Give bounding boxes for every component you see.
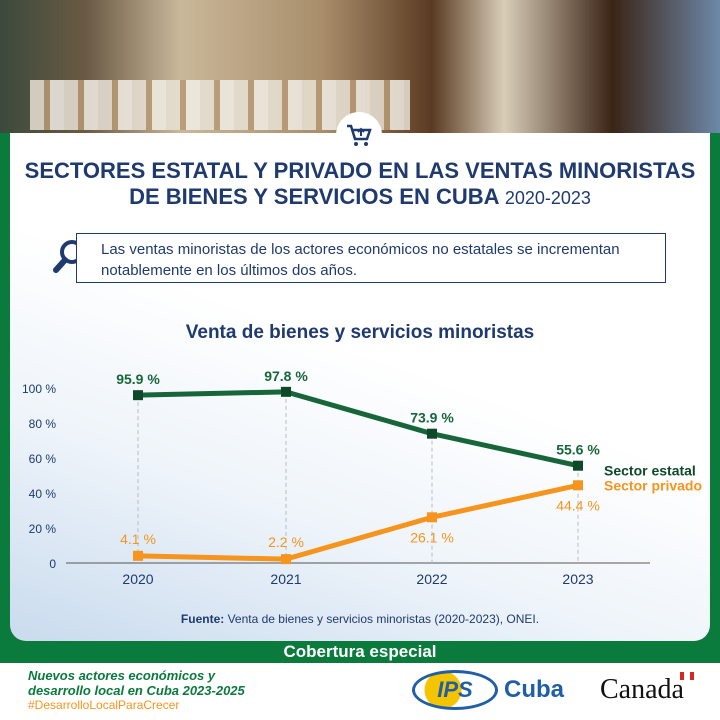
source-text: Venta de bienes y servicios minoristas (…: [227, 612, 540, 626]
data-point: [573, 460, 583, 471]
data-label: 97.8 %: [264, 368, 308, 384]
series-line-1: [137, 482, 579, 562]
note-box: Las ventas minoristas de los actores eco…: [76, 233, 666, 283]
ips-logo: IPS: [412, 670, 498, 710]
x-tick-label: 2021: [270, 571, 301, 587]
y-tick-label: 80 %: [29, 417, 57, 431]
project-line-1: Nuevos actores económicos y: [28, 668, 216, 683]
y-tick-label: 20 %: [29, 522, 57, 536]
data-label: 73.9 %: [410, 410, 454, 426]
y-tick-label: 60 %: [29, 452, 57, 466]
data-point: [427, 512, 437, 523]
data-label: 55.6 %: [556, 442, 600, 458]
data-label: 2.2 %: [268, 534, 304, 550]
project-info: Nuevos actores económicos y desarrollo l…: [28, 668, 245, 713]
y-tick-label: 0: [49, 557, 56, 571]
x-tick-label: 2023: [562, 571, 593, 587]
ips-cuba-text: Cuba: [504, 676, 564, 703]
coverage-banner: Cobertura especial: [0, 641, 720, 663]
data-point: [573, 480, 583, 491]
source-label: Fuente:: [180, 612, 225, 626]
data-point: [133, 550, 143, 561]
line-chart: 0 20 % 40 % 60 % 80 % 100 % 2020 2021 2022 2023 95…: [22, 368, 702, 587]
canada-wordmark: Canada: [600, 674, 684, 705]
data-point: [281, 386, 291, 397]
data-point: [427, 428, 437, 439]
chart-title: Venta de bienes y servicios minoristas: [185, 322, 535, 343]
legend-privado: Sector privado: [604, 477, 702, 493]
legend-estatal: Sector estatal: [604, 463, 696, 479]
data-label: 26.1 %: [410, 529, 454, 545]
x-tick-label: 2022: [416, 571, 447, 587]
data-point: [281, 554, 291, 565]
data-point: [133, 390, 143, 401]
project-line-2: desarrollo local en Cuba 2023-2025: [28, 683, 245, 698]
canada-flag-icon: [680, 672, 694, 680]
data-label: 44.4 %: [556, 497, 600, 513]
source-note: Fuente: Venta de bienes y servicios mino…: [0, 612, 720, 626]
series-line-0: [137, 389, 579, 469]
note-text: Las ventas minoristas de los actores eco…: [101, 241, 620, 279]
y-tick-label: 100 %: [22, 382, 56, 396]
data-label: 95.9 %: [116, 371, 160, 387]
x-tick-label: 2020: [122, 571, 153, 587]
page-title: SECTORES ESTATAL Y PRIVADO EN LAS VENTAS…: [0, 158, 720, 211]
data-label: 4.1 %: [120, 531, 156, 547]
y-tick-label: 40 %: [29, 487, 57, 501]
title-line-1: SECTORES ESTATAL Y PRIVADO EN LAS VENTAS…: [24, 158, 696, 183]
title-line-2: DE BIENES Y SERVICIOS EN CUBA: [129, 184, 499, 209]
content-panel: [10, 133, 710, 641]
title-years: 2020-2023: [504, 188, 591, 208]
hashtag[interactable]: #DesarrolloLocalParaCrecer: [28, 698, 180, 712]
shopping-cart-icon: [336, 112, 382, 158]
ips-cuba-logo: IPS Cuba: [412, 670, 564, 710]
